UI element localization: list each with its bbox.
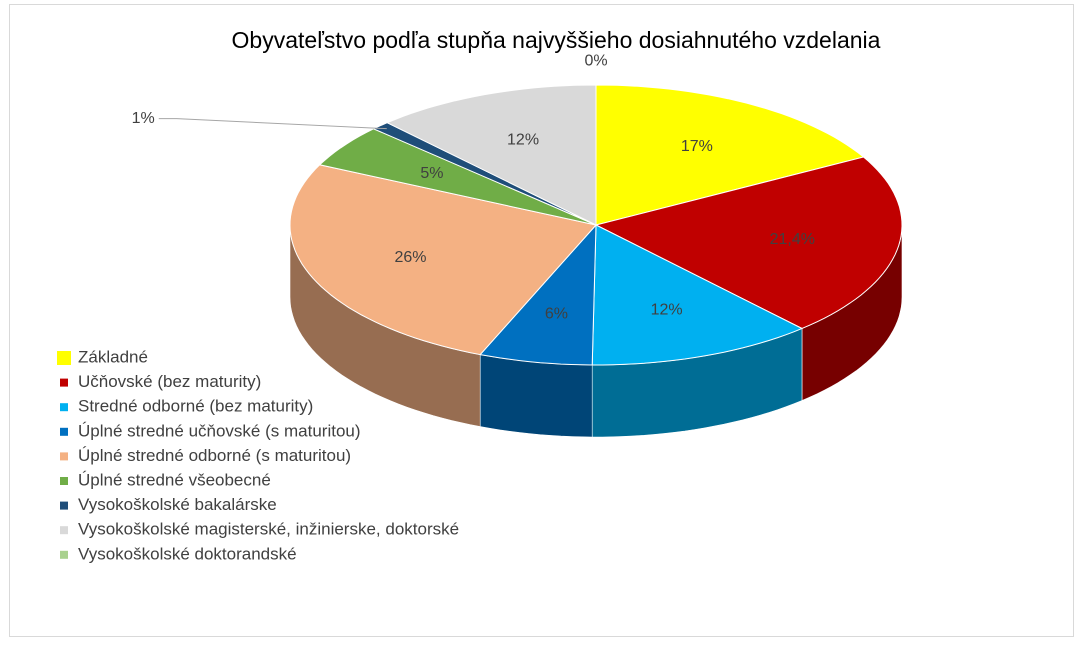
data-label: 1% [132, 110, 155, 127]
data-label: 26% [394, 249, 426, 266]
data-label: 17% [681, 138, 713, 155]
data-label: 12% [507, 132, 539, 149]
legend-swatch [60, 403, 68, 412]
legend-label: Základné [78, 347, 148, 366]
pie-side-shade [479, 354, 593, 438]
legend-swatch [60, 452, 68, 461]
data-label: 5% [420, 165, 443, 182]
legend-label: Vysokoškolské doktorandské [78, 544, 297, 563]
legend-label: Učňovské (bez maturity) [78, 372, 261, 391]
pie-side [802, 225, 902, 401]
chart-title: Obyvateľstvo podľa stupňa najvyššieho do… [232, 27, 881, 53]
legend-swatch [60, 526, 68, 535]
pie-slice [318, 128, 597, 226]
legend-label: Vysokoškolské bakalárske [78, 495, 277, 514]
legend-swatch [60, 501, 68, 510]
data-label: 6% [545, 305, 568, 322]
leader-line [158, 118, 387, 130]
data-label: 21,4% [770, 231, 815, 248]
pie-side [480, 354, 593, 437]
pie-slice [591, 224, 804, 366]
legend-swatch [60, 378, 68, 387]
pie-slice [479, 223, 597, 366]
pie-slice [289, 164, 597, 356]
data-label: 12% [651, 301, 683, 318]
legend-swatch [60, 427, 68, 436]
legend-label: Úplné stredné odborné (s maturitou) [78, 446, 351, 465]
legend-swatch [57, 351, 71, 365]
legend-label: Úplné stredné učňovské (s maturitou) [78, 421, 361, 440]
pie-side [290, 225, 481, 427]
legend-label: Vysokoškolské magisterské, inžinierske, … [78, 520, 459, 539]
pie-slice [594, 156, 903, 330]
pie-side [592, 328, 802, 437]
pie-slice [595, 84, 865, 226]
legend-label: Stredné odborné (bez maturity) [78, 397, 313, 416]
pie-slice [385, 84, 597, 226]
legend-swatch [60, 550, 68, 559]
legend-swatch [60, 477, 68, 485]
data-label: 0% [584, 52, 607, 69]
legend-label: Úplné stredné všeobecné [78, 470, 271, 489]
